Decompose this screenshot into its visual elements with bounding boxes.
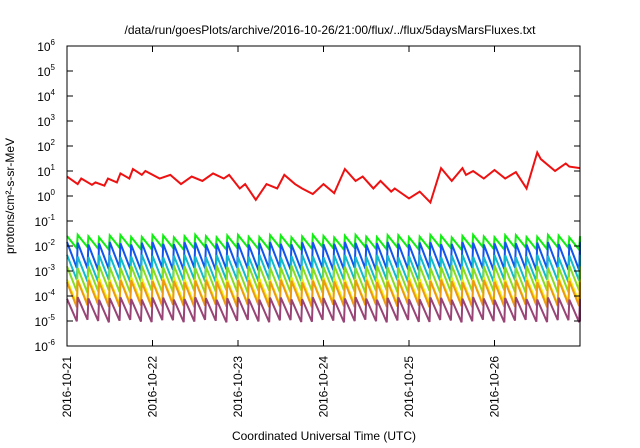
y-tick-exponent: -6 bbox=[48, 338, 56, 347]
x-tick-label: 2016-10-22 bbox=[146, 356, 160, 418]
x-tick-label: 2016-10-23 bbox=[231, 356, 245, 418]
y-axis: 10-610-510-410-310-210-11001011021031041… bbox=[35, 38, 580, 354]
y-tick-exponent: -5 bbox=[48, 313, 56, 322]
y-tick-label: 10-5 bbox=[35, 313, 56, 329]
y-tick-exponent: -3 bbox=[48, 263, 56, 272]
y-tick-base: 10 bbox=[35, 340, 49, 354]
series-line-8 bbox=[66, 296, 581, 323]
y-tick-exponent: -2 bbox=[48, 238, 56, 247]
y-tick-label: 102 bbox=[37, 138, 55, 154]
y-tick-exponent: 1 bbox=[51, 163, 56, 172]
y-axis-label: protons/cm²-s-sr-MeV bbox=[3, 138, 17, 254]
y-tick-base: 10 bbox=[35, 315, 49, 329]
y-tick-exponent: 0 bbox=[51, 188, 56, 197]
series-line-5 bbox=[66, 265, 581, 294]
y-tick-base: 10 bbox=[37, 165, 51, 179]
y-tick-base: 10 bbox=[35, 215, 49, 229]
x-tick-label: 2016-10-24 bbox=[317, 356, 331, 418]
series-layer bbox=[66, 149, 581, 323]
y-tick-base: 10 bbox=[37, 90, 51, 104]
y-tick-label: 10-2 bbox=[35, 238, 56, 254]
chart-title: /data/run/goesPlots/archive/2016-10-26/2… bbox=[125, 23, 537, 37]
y-tick-label: 105 bbox=[37, 63, 55, 79]
y-tick-base: 10 bbox=[35, 265, 49, 279]
x-tick-label: 2016-10-25 bbox=[402, 356, 416, 418]
y-tick-base: 10 bbox=[37, 190, 51, 204]
y-tick-base: 10 bbox=[37, 140, 51, 154]
y-tick-label: 104 bbox=[37, 88, 55, 104]
y-tick-base: 10 bbox=[37, 115, 51, 129]
y-tick-label: 100 bbox=[37, 188, 55, 204]
y-tick-label: 101 bbox=[37, 163, 55, 179]
x-tick-label: 2016-10-21 bbox=[60, 356, 74, 418]
series-line-3 bbox=[66, 241, 581, 271]
y-tick-exponent: 2 bbox=[51, 138, 56, 147]
y-tick-label: 106 bbox=[37, 38, 55, 54]
y-tick-label: 10-4 bbox=[35, 288, 56, 304]
y-tick-label: 10-3 bbox=[35, 263, 56, 279]
series-line-1 bbox=[66, 149, 581, 205]
x-axis-label: Coordinated Universal Time (UTC) bbox=[232, 429, 416, 443]
y-tick-exponent: 5 bbox=[51, 63, 56, 72]
y-tick-base: 10 bbox=[37, 40, 51, 54]
y-tick-label: 10-6 bbox=[35, 338, 56, 354]
y-tick-label: 10-1 bbox=[35, 213, 56, 229]
x-tick-label: 2016-10-26 bbox=[488, 356, 502, 418]
series-line-2 bbox=[66, 232, 581, 253]
y-tick-base: 10 bbox=[35, 240, 49, 254]
y-tick-base: 10 bbox=[35, 290, 49, 304]
y-tick-exponent: -4 bbox=[48, 288, 56, 297]
y-tick-label: 103 bbox=[37, 113, 55, 129]
y-tick-exponent: 4 bbox=[51, 88, 56, 97]
y-tick-base: 10 bbox=[37, 65, 51, 79]
series-line-4 bbox=[66, 254, 581, 283]
series-line-7 bbox=[66, 279, 581, 308]
y-tick-exponent: 6 bbox=[51, 38, 56, 47]
x-axis: 2016-10-21 2016-10-22 2016-10-23 2016-10-24… bbox=[60, 46, 502, 417]
y-tick-exponent: 3 bbox=[51, 113, 56, 122]
y-tick-exponent: -1 bbox=[48, 213, 56, 222]
